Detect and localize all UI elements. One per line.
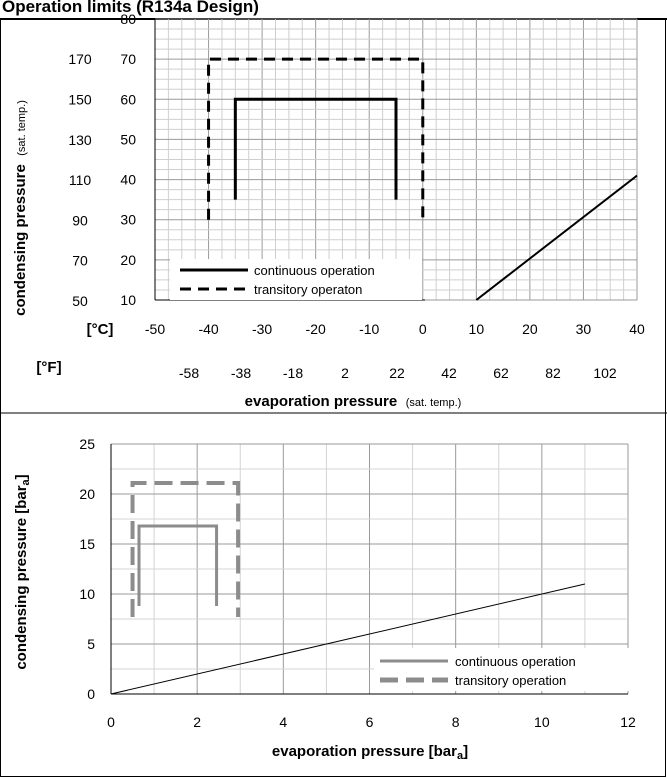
top-y-tick-f: 170 [68,51,92,67]
top-y-tick-f: 50 [72,293,88,309]
top-y-tick-f: 110 [69,172,92,188]
bottom-x-tick: 4 [279,714,287,730]
bottom-y-tick: 0 [87,686,95,702]
bottom-y-tick: 10 [79,586,95,602]
bottom-legend-label-transitory: transitory operation [455,673,566,688]
top-x-tick-c: 10 [469,321,485,337]
top-y-tick-c: 10 [120,292,136,308]
bottom-x-ticks: 0 2 4 6 8 10 12 [107,714,636,730]
top-y-tick-c: 20 [120,252,136,268]
top-x-tick-c: 40 [629,321,645,337]
page-title: Operation limits (R134a Design) [2,0,259,16]
top-x-tick-c: -50 [145,321,165,337]
chart-bottom: continuous operation transitory operatio… [13,436,636,762]
top-x-axis-label: evaporation pressure [245,393,398,410]
top-x-tick-c: -10 [359,321,379,337]
top-x-tick-f: 102 [593,365,617,381]
chart-top: continuous operation transitory operaton… [12,11,645,410]
bottom-series [110,481,586,695]
top-y-tick-c: 60 [120,91,136,107]
bottom-y-tick: 20 [79,486,95,502]
bottom-x-axis-label: evaporation pressure [bar [272,743,457,760]
top-y-tick-f: 90 [72,212,88,228]
bottom-y-tick: 15 [79,536,95,552]
bottom-y-axis-title: condensing pressure [bara] [13,474,32,669]
top-x-tick-f: 2 [341,365,349,381]
top-x-tick-f: 22 [389,365,405,381]
bottom-series-continuous [137,524,219,606]
bottom-y-axis-label: condensing pressure [bar [13,485,30,669]
bottom-legend [374,648,629,691]
top-x-tick-c: -40 [198,321,218,337]
top-y-ticks-celsius: 10 20 30 40 50 60 70 80 [120,11,136,308]
top-series-line [475,174,638,301]
top-x-tick-f: 82 [545,365,561,381]
top-x-axis-suffix: (sat. temp.) [406,397,462,409]
top-y-axis-suffix: (sat. temp.) [16,100,28,156]
bottom-x-axis-end: ] [463,743,468,760]
top-x-tick-f: -18 [283,365,303,381]
bottom-legend-label-continuous: continuous operation [455,654,576,669]
bottom-y-tick: 25 [79,436,95,452]
top-y-axis-label: condensing pressure [12,164,29,316]
top-x-tick-f: -38 [231,365,251,381]
bottom-x-axis-sub: a [457,750,464,762]
bottom-y-axis-sub: a [20,478,32,485]
top-x-tick-c: 30 [576,321,592,337]
bottom-x-tick: 0 [107,714,115,730]
top-x-tick-f: -58 [179,365,199,381]
top-x-ticks-celsius: -50 -40 -30 -20 -10 0 10 20 30 40 [145,321,645,337]
top-x-tick-f: 62 [493,365,509,381]
bottom-x-tick: 2 [193,714,201,730]
top-x-tick-c: 0 [419,321,427,337]
top-x-ticks-fahrenheit: -58 -38 -18 2 22 42 62 82 102 [179,365,617,381]
top-series-transitory [207,57,425,220]
top-unit-fahrenheit: [°F] [36,359,61,376]
top-series [207,57,638,301]
top-x-axis-title: evaporation pressure (sat. temp.) [245,393,462,410]
top-series-continuous [233,97,398,200]
bottom-y-axis-end: ] [13,474,30,479]
top-y-ticks-fahrenheit: 50 70 90 110 130 150 170 [68,51,92,309]
bottom-x-tick: 12 [620,714,636,730]
top-y-tick-c: 50 [120,131,136,147]
bottom-series-line [110,583,586,695]
bottom-x-axis-title: evaporation pressure [bara] [272,743,468,762]
top-y-tick-c: 30 [120,212,136,228]
top-y-tick-c: 70 [120,51,136,67]
top-y-tick-c: 40 [120,172,136,188]
bottom-x-tick: 6 [366,714,374,730]
bottom-x-tick: 10 [534,714,550,730]
bottom-y-ticks: 0 5 10 15 20 25 [79,436,95,702]
top-legend [170,259,422,300]
top-x-tick-c: -20 [306,321,326,337]
top-unit-celsius: [°C] [87,321,114,338]
top-y-tick-f: 150 [68,92,92,108]
top-legend-label-transitory: transitory operaton [254,282,362,297]
top-y-axis-title: condensing pressure (sat. temp.) [12,100,29,316]
bottom-series-transitory [130,481,241,617]
top-y-tick-f: 130 [68,132,92,148]
bottom-x-tick: 8 [452,714,460,730]
top-x-tick-c: 20 [522,321,538,337]
top-legend-label-continuous: continuous operation [254,263,375,278]
top-x-tick-f: 42 [441,365,457,381]
top-y-tick-c: 80 [120,11,136,27]
bottom-y-tick: 5 [87,636,95,652]
top-x-tick-c: -30 [252,321,272,337]
top-y-tick-f: 70 [72,253,88,269]
